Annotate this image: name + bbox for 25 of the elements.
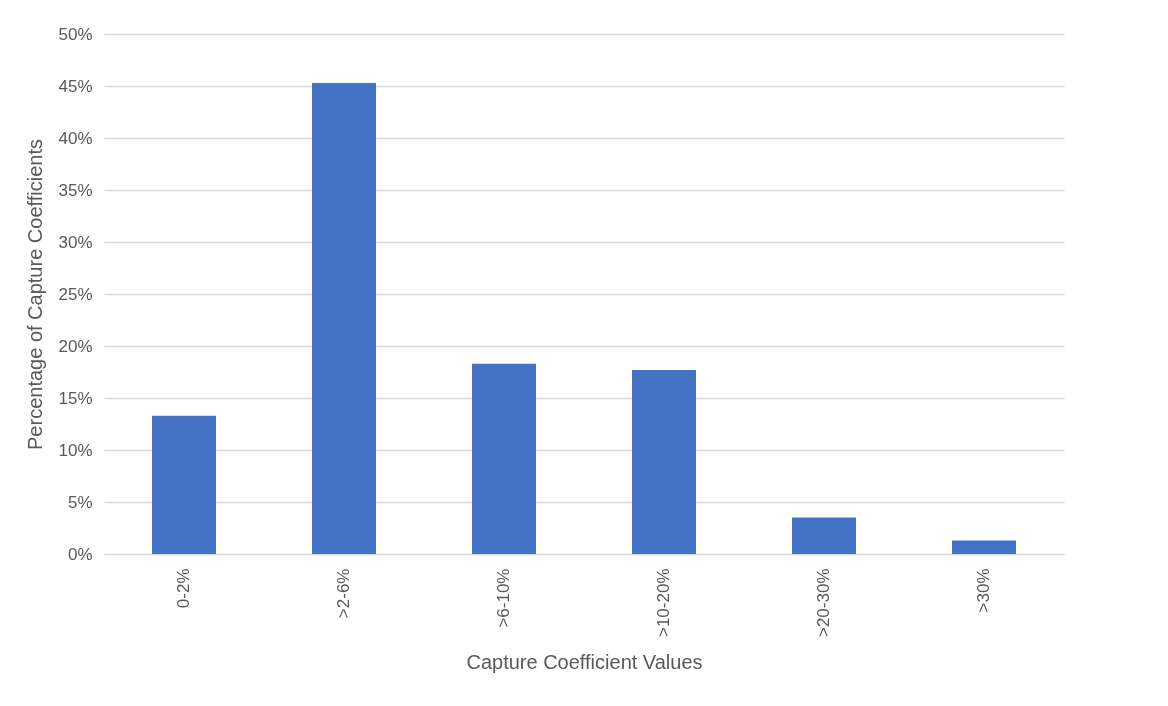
y-tick-label: 10%	[58, 440, 93, 460]
y-axis-title: Percentage of Capture Coefficients	[24, 139, 47, 450]
x-axis-title: Capture Coefficient Values	[466, 651, 703, 674]
y-tick-label: 40%	[58, 128, 93, 148]
x-tick-label: >6-10%	[494, 568, 513, 628]
y-tick-label: 0%	[67, 544, 93, 564]
x-tick-label: 0-2%	[174, 568, 193, 609]
y-tick-label: 45%	[58, 76, 93, 96]
bar	[792, 517, 856, 554]
y-tick-label: 35%	[58, 180, 93, 200]
x-tick-label: >30%	[974, 568, 993, 613]
bar	[632, 369, 696, 554]
x-tick-label: >2-6%	[334, 568, 353, 619]
y-tick-label: 15%	[58, 388, 93, 408]
bar	[472, 363, 536, 554]
x-tick-label: >10-20%	[654, 568, 673, 638]
bar	[952, 540, 1016, 554]
bar	[312, 82, 376, 554]
bar	[152, 415, 216, 554]
y-tick-label: 5%	[67, 492, 93, 512]
y-tick-label: 20%	[58, 336, 93, 356]
y-tick-label: 25%	[58, 284, 93, 304]
y-tick-label: 30%	[58, 232, 93, 252]
y-tick-label: 50%	[58, 24, 93, 44]
x-tick-label: >20-30%	[814, 568, 833, 638]
